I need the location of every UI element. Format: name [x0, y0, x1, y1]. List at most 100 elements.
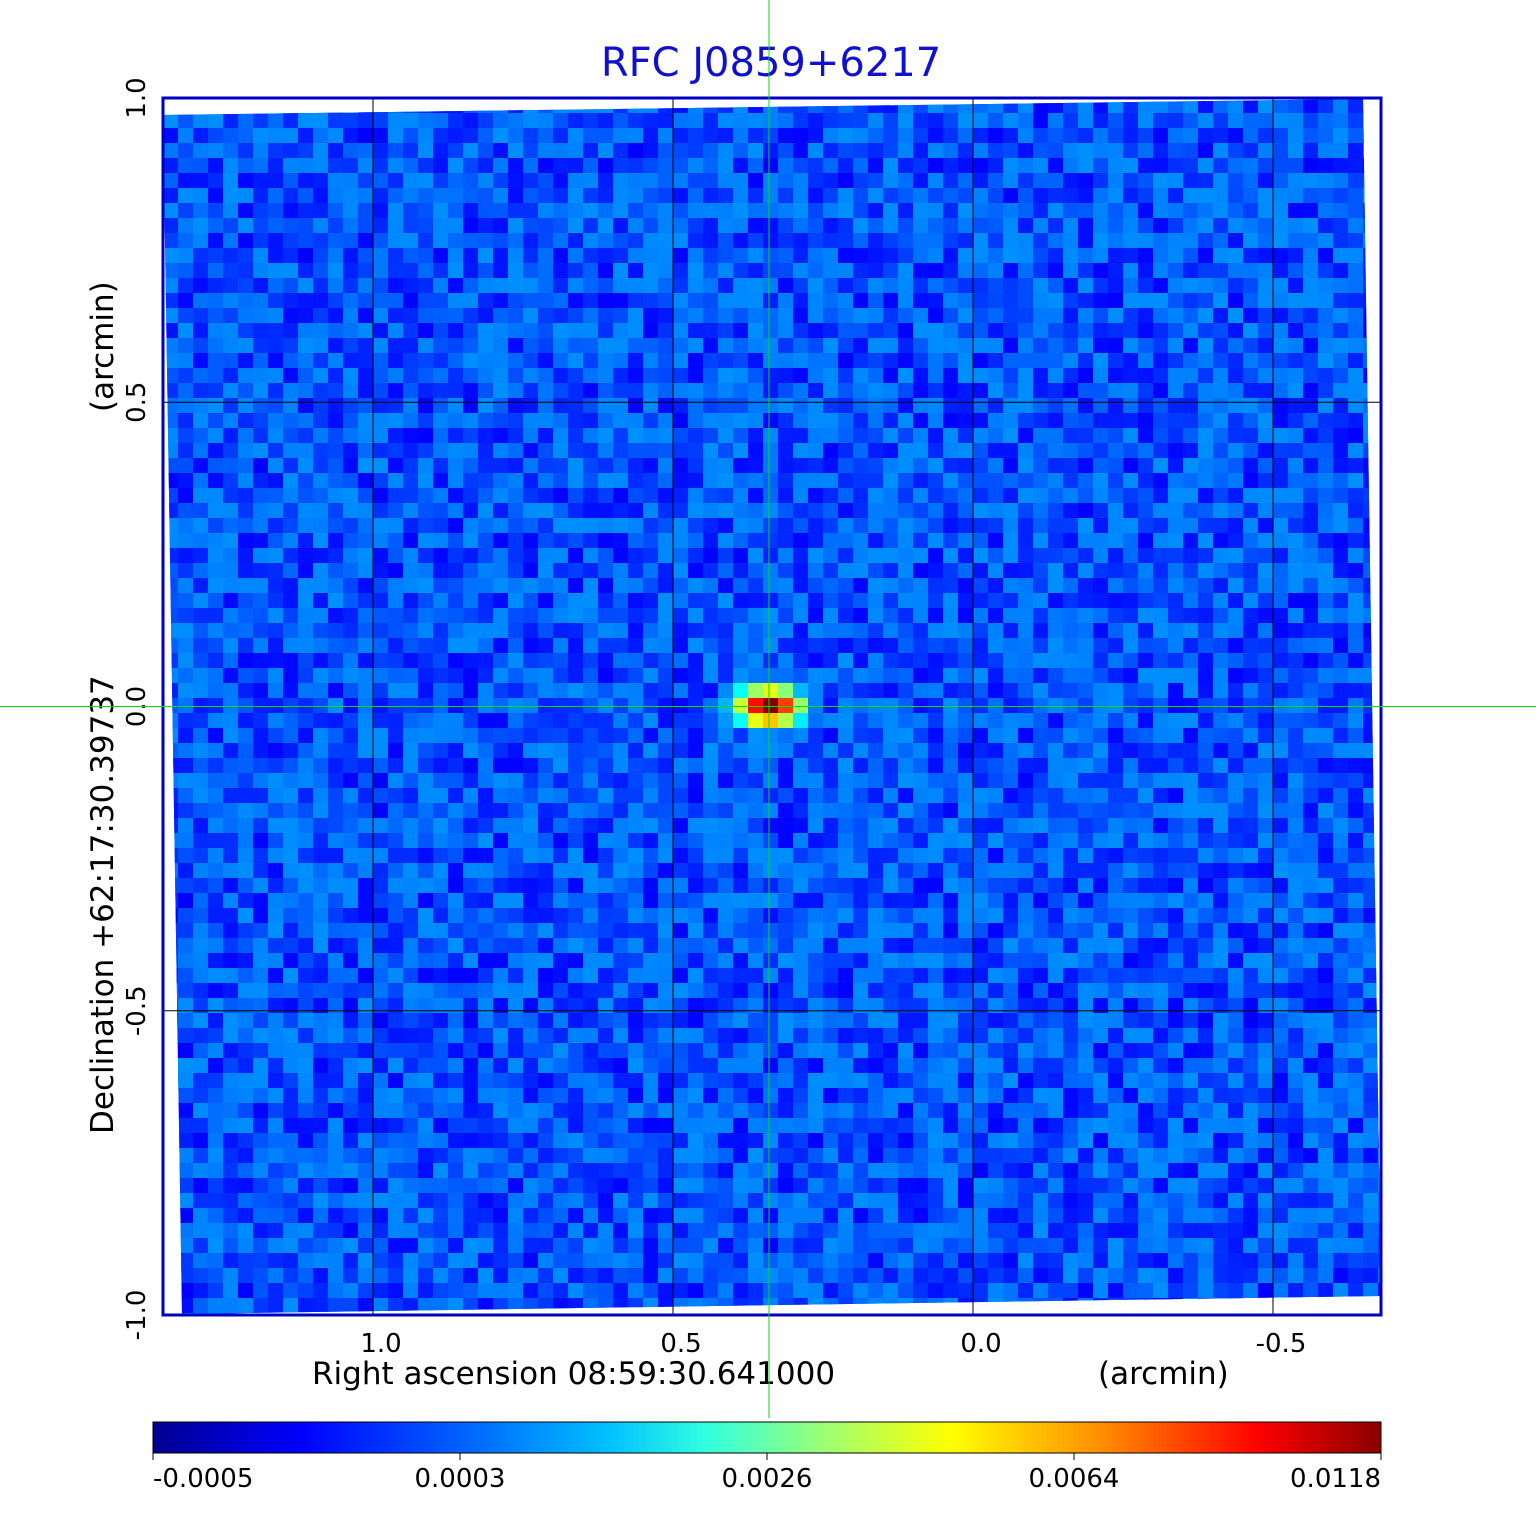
- image-pixel: [658, 218, 674, 234]
- image-pixel: [283, 728, 299, 744]
- image-pixel: [313, 383, 329, 399]
- image-pixel: [913, 488, 929, 504]
- image-pixel: [403, 248, 419, 264]
- image-pixel: [673, 458, 689, 474]
- image-pixel: [1048, 998, 1064, 1014]
- image-pixel: [688, 608, 704, 624]
- image-pixel: [1288, 488, 1304, 504]
- image-pixel: [508, 608, 524, 624]
- image-pixel: [1228, 638, 1244, 654]
- image-pixel: [748, 518, 764, 534]
- image-pixel: [1033, 923, 1049, 939]
- image-pixel: [1123, 263, 1139, 279]
- image-pixel: [1288, 833, 1304, 849]
- image-pixel: [1063, 308, 1079, 324]
- image-pixel: [283, 353, 299, 369]
- image-pixel: [583, 308, 599, 324]
- image-pixel: [508, 593, 524, 609]
- image-pixel: [808, 803, 824, 819]
- image-pixel: [1093, 653, 1109, 669]
- image-pixel: [868, 518, 884, 534]
- image-pixel: [733, 473, 749, 489]
- image-pixel: [1258, 308, 1274, 324]
- image-pixel: [673, 503, 689, 519]
- image-pixel: [1033, 713, 1049, 729]
- image-pixel: [658, 998, 674, 1014]
- image-pixel: [1228, 99, 1244, 114]
- image-pixel: [238, 263, 254, 279]
- image-pixel: [1063, 443, 1079, 459]
- image-pixel: [808, 773, 824, 789]
- image-pixel: [208, 293, 224, 309]
- image-pixel: [808, 173, 824, 189]
- image-pixel: [568, 788, 584, 804]
- image-pixel: [808, 788, 824, 804]
- image-pixel: [958, 338, 974, 354]
- image-pixel: [1063, 99, 1079, 114]
- image-pixel: [1018, 638, 1034, 654]
- image-pixel: [568, 308, 584, 324]
- image-pixel: [358, 668, 374, 684]
- image-pixel: [748, 323, 764, 339]
- image-pixel: [283, 173, 299, 189]
- image-pixel: [1318, 323, 1334, 339]
- image-pixel: [1033, 563, 1049, 579]
- image-pixel: [523, 248, 539, 264]
- image-pixel: [1183, 653, 1199, 669]
- image-pixel: [163, 368, 179, 384]
- image-pixel: [1348, 818, 1364, 834]
- image-pixel: [388, 758, 404, 774]
- image-pixel: [1138, 428, 1154, 444]
- image-pixel: [943, 758, 959, 774]
- image-pixel: [988, 608, 1004, 624]
- image-pixel: [598, 293, 614, 309]
- image-pixel: [313, 803, 329, 819]
- image-pixel: [1288, 548, 1304, 564]
- image-pixel: [733, 893, 749, 909]
- image-pixel: [673, 533, 689, 549]
- image-pixel: [1018, 143, 1034, 159]
- image-pixel: [1168, 248, 1184, 264]
- image-pixel: [178, 848, 194, 864]
- image-pixel: [1018, 893, 1034, 909]
- image-pixel: [748, 458, 764, 474]
- image-pixel: [583, 968, 599, 984]
- image-pixel: [1153, 578, 1169, 594]
- image-pixel: [193, 923, 209, 939]
- image-pixel: [1333, 518, 1349, 534]
- image-pixel: [313, 413, 329, 429]
- image-pixel: [688, 503, 704, 519]
- image-pixel: [1078, 128, 1094, 144]
- image-pixel: [478, 323, 494, 339]
- image-pixel: [253, 923, 269, 939]
- image-pixel: [643, 443, 659, 459]
- image-pixel: [1303, 713, 1319, 729]
- image-pixel: [1018, 323, 1034, 339]
- image-pixel: [1003, 518, 1019, 534]
- image-pixel: [1258, 728, 1274, 744]
- image-pixel: [163, 413, 179, 429]
- image-pixel: [1003, 548, 1019, 564]
- image-pixel: [1333, 668, 1349, 684]
- image-pixel: [1018, 533, 1034, 549]
- image-pixel: [343, 99, 359, 114]
- image-pixel: [868, 593, 884, 609]
- image-pixel: [718, 278, 734, 294]
- image-pixel: [1108, 398, 1124, 414]
- image-pixel: [538, 923, 554, 939]
- image-pixel: [328, 698, 344, 714]
- image-pixel: [208, 263, 224, 279]
- image-pixel: [1228, 113, 1244, 129]
- image-pixel: [1153, 99, 1169, 114]
- image-pixel: [1183, 143, 1199, 159]
- image-pixel: [1318, 338, 1334, 354]
- image-pixel: [598, 443, 614, 459]
- image-pixel: [1123, 99, 1139, 114]
- image-pixel: [613, 323, 629, 339]
- image-pixel: [733, 428, 749, 444]
- image-pixel: [478, 518, 494, 534]
- image-pixel: [1348, 848, 1364, 864]
- image-pixel: [913, 938, 929, 954]
- image-pixel: [493, 143, 509, 159]
- image-pixel: [508, 368, 524, 384]
